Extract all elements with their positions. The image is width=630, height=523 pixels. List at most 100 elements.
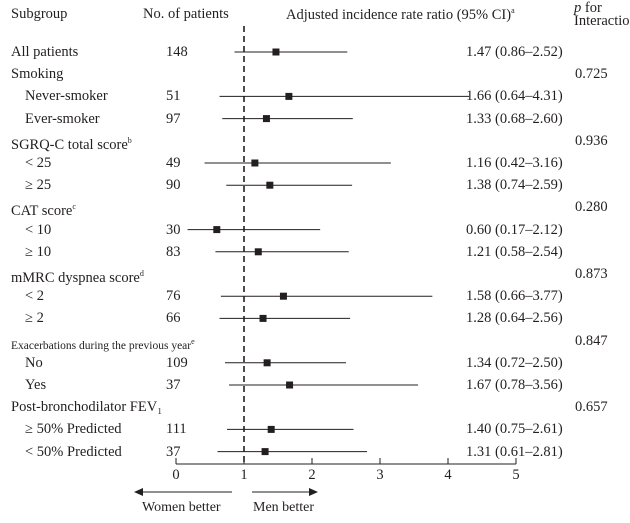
row-label-text-5: < 25 <box>25 155 52 171</box>
row-label-3: Ever-smoker <box>25 110 100 128</box>
estimate-marker-18 <box>261 448 269 456</box>
x-tick-label-2: 2 <box>308 467 315 483</box>
row-label-sup-10: d <box>139 269 144 278</box>
row-patients-18: 37 <box>166 443 181 460</box>
row-patients-2: 51 <box>166 88 181 105</box>
men-better-arrowhead <box>309 488 318 496</box>
row-patients-11: 76 <box>166 288 181 305</box>
estimate-marker-2 <box>285 92 293 100</box>
p-italic: p <box>574 0 582 16</box>
row-ci-5: 1.16 (0.42–3.16) <box>466 155 563 171</box>
women-better-arrowhead <box>134 488 143 496</box>
row-ci-6: 1.38 (0.74–2.59) <box>466 177 563 194</box>
row-label-sup-4: b <box>127 135 132 145</box>
row-label-16: Post-bronchodilator FEV₁ <box>11 398 162 416</box>
estimate-marker-5 <box>251 159 259 167</box>
row-label-sup-7: c <box>72 202 76 212</box>
row-label-14: No <box>25 354 43 372</box>
estimate-marker-12 <box>259 314 267 322</box>
row-label-18: < 50% Predicted <box>25 443 122 461</box>
row-ci-17: 1.40 (0.75–2.61) <box>466 421 563 438</box>
subgroup-header: Subgroup <box>11 6 68 22</box>
row-patients-15: 37 <box>166 377 181 393</box>
ratio-header-text: Adjusted incidence rate ratio (95% CI) <box>286 6 512 23</box>
estimate-marker-8 <box>213 226 221 234</box>
row-label-text-10: mMRC dyspnea score <box>11 269 140 286</box>
row-p-10: 0.873 <box>575 266 608 282</box>
row-label-sup-13: e <box>191 336 195 346</box>
patients-header: No. of patients <box>143 6 229 22</box>
estimate-marker-15 <box>286 381 294 389</box>
row-ci-15: 1.67 (0.78–3.56) <box>466 377 563 393</box>
women-better-label: Women better <box>142 500 221 515</box>
row-label-text-12: ≥ 2 <box>25 310 44 327</box>
estimate-marker-3 <box>262 115 270 123</box>
row-ci-9: 1.21 (0.58–2.54) <box>466 243 563 260</box>
row-ci-11: 1.58 (0.66–3.77) <box>466 288 563 305</box>
row-label-15: Yes <box>25 376 46 394</box>
row-label-text-14: No <box>25 354 43 371</box>
row-p-13: 0.847 <box>575 332 608 349</box>
row-label-12: ≥ 2 <box>25 309 44 327</box>
ratio-header-sup: a <box>511 6 515 15</box>
men-better-label: Men better <box>253 500 315 515</box>
row-label-text-3: Ever-smoker <box>25 110 100 127</box>
row-patients-5: 49 <box>166 155 181 171</box>
row-label-11: < 2 <box>25 287 44 305</box>
x-tick-label-4: 4 <box>444 467 452 483</box>
row-label-13: Exacerbations during the previous yeare <box>11 333 195 355</box>
row-label-6: ≥ 25 <box>25 176 51 194</box>
row-ci-18: 1.31 (0.61–2.81) <box>466 443 563 460</box>
row-label-text-13: Exacerbations during the previous year <box>11 339 192 352</box>
row-patients-0: 148 <box>166 44 188 60</box>
row-label-text-15: Yes <box>25 377 47 393</box>
estimate-marker-14 <box>263 359 271 367</box>
p-for-line: p for <box>574 0 630 16</box>
estimate-marker-6 <box>266 181 274 189</box>
row-ci-14: 1.34 (0.72–2.50) <box>466 354 563 371</box>
row-ci-8: 0.60 (0.17–2.12) <box>466 221 563 238</box>
row-patients-12: 66 <box>166 310 181 327</box>
row-patients-6: 90 <box>166 177 181 194</box>
interaction-line: Interaction <box>574 13 630 29</box>
row-label-2: Never-smoker <box>25 87 108 105</box>
row-ci-3: 1.33 (0.68–2.60) <box>466 110 563 127</box>
estimate-marker-0 <box>272 48 280 56</box>
row-patients-3: 97 <box>166 110 181 127</box>
row-label-text-16: Post-bronchodilator FEV₁ <box>11 399 163 416</box>
row-label-17: ≥ 50% Predicted <box>25 420 122 438</box>
row-label-8: < 10 <box>25 221 51 239</box>
row-label-text-9: ≥ 10 <box>25 243 52 260</box>
row-label-0: All patients <box>11 43 78 61</box>
row-label-text-8: < 10 <box>25 221 52 238</box>
row-patients-14: 109 <box>166 354 188 371</box>
row-label-text-7: CAT score <box>11 203 73 220</box>
p-interaction-header: p for Interaction <box>574 0 630 29</box>
row-patients-9: 83 <box>166 243 181 260</box>
row-label-text-6: ≥ 25 <box>25 177 52 194</box>
row-ci-2: 1.66 (0.64–4.31) <box>466 88 563 105</box>
estimate-marker-9 <box>254 248 262 256</box>
row-label-text-17: ≥ 50% Predicted <box>25 421 122 438</box>
row-label-10: mMRC dyspnea scored <box>11 265 144 287</box>
row-label-text-0: All patients <box>11 44 79 60</box>
row-p-4: 0.936 <box>575 132 608 149</box>
row-p-16: 0.657 <box>575 399 608 416</box>
p-for-text: for <box>581 0 602 16</box>
row-label-4: SGRQ-C total scoreb <box>11 132 132 154</box>
estimate-marker-17 <box>267 425 275 433</box>
ratio-header: Adjusted incidence rate ratio (95% CI)a <box>286 6 515 24</box>
row-label-text-1: Smoking <box>11 66 64 83</box>
row-label-1: Smoking <box>11 65 63 83</box>
row-label-9: ≥ 10 <box>25 243 51 261</box>
x-tick-label-0: 0 <box>172 467 179 483</box>
row-ci-0: 1.47 (0.86–2.52) <box>466 44 563 60</box>
row-label-5: < 25 <box>25 154 51 172</box>
row-label-text-2: Never-smoker <box>25 88 108 105</box>
row-label-7: CAT scorec <box>11 198 76 220</box>
row-label-text-11: < 2 <box>25 288 45 305</box>
row-label-text-4: SGRQ-C total score <box>11 136 128 153</box>
x-tick-label-5: 5 <box>512 467 519 483</box>
row-ci-12: 1.28 (0.64–2.56) <box>466 310 563 327</box>
